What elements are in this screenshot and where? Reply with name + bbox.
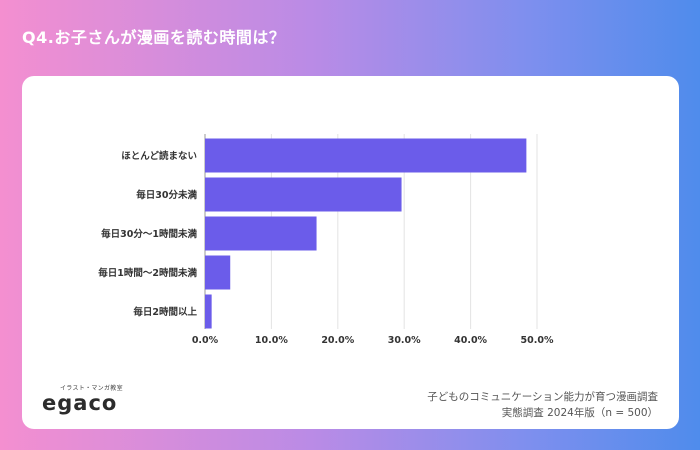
- egaco-logo: イラスト・マンガ教室 egaco: [42, 383, 123, 414]
- logo-wordmark: egaco: [42, 391, 118, 415]
- bar: [205, 294, 212, 329]
- bar: [205, 216, 317, 251]
- x-tick-label: 20.0%: [321, 335, 354, 346]
- x-tick-label: 50.0%: [521, 335, 554, 346]
- x-tick-label: 0.0%: [192, 335, 219, 346]
- source-line-1: 子どものコミュニケーション能力が育つ漫画調査: [427, 391, 658, 403]
- bar-chart: ほとんど読まない毎日30分未満毎日30分〜1時間未満毎日1時間〜2時間未満毎日2…: [98, 134, 554, 346]
- category-label: 毎日30分〜1時間未満: [101, 228, 197, 240]
- bar: [205, 177, 402, 212]
- category-label: 毎日30分未満: [136, 189, 197, 201]
- x-tick-label: 10.0%: [255, 335, 288, 346]
- x-tick-label: 30.0%: [388, 335, 421, 346]
- logo-tagline: イラスト・マンガ教室: [60, 385, 123, 392]
- category-label: 毎日1時間〜2時間未満: [98, 267, 197, 279]
- bar: [205, 138, 527, 173]
- source-note: 子どものコミュニケーション能力が育つ漫画調査 実態調査 2024年版（n = 5…: [427, 389, 658, 421]
- source-line-2: 実態調査 2024年版（n = 500）: [501, 407, 658, 419]
- category-label: ほとんど読まない: [121, 150, 197, 162]
- chart-title: Q4.お子さんが漫画を読む時間は？: [22, 28, 286, 47]
- category-label: 毎日2時間以上: [133, 306, 197, 318]
- chart-card: ほとんど読まない毎日30分未満毎日30分〜1時間未満 毎日1時間〜2時間未満毎日2…: [22, 76, 679, 429]
- x-tick-label: 40.0%: [454, 335, 487, 346]
- bar: [205, 255, 231, 290]
